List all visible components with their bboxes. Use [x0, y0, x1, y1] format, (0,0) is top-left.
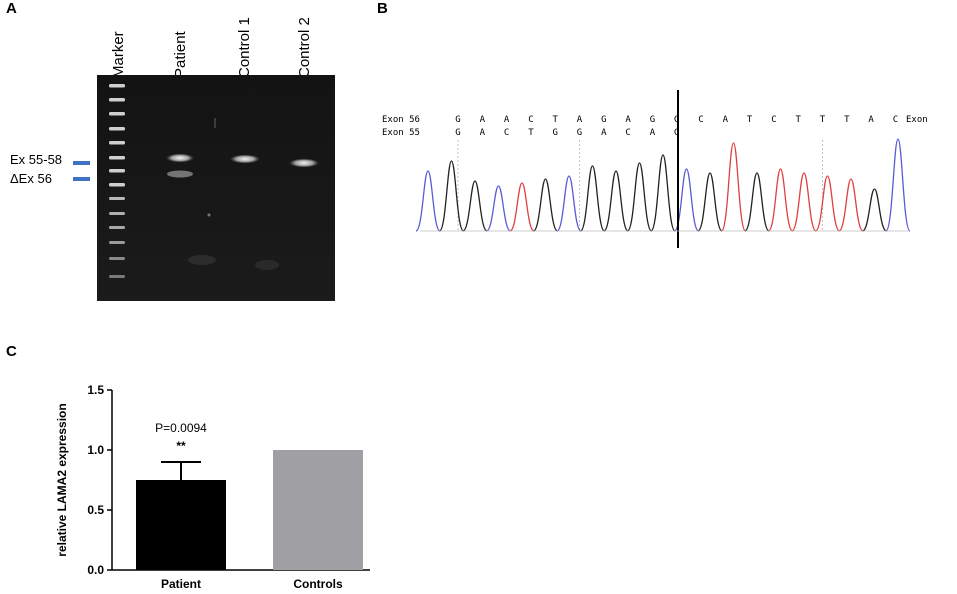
base-row1: C	[893, 115, 898, 125]
trace-peak-T	[838, 178, 864, 232]
base-row2: A	[650, 128, 656, 138]
base-row1: T	[747, 115, 753, 125]
lane-label-control-2: Control 2	[296, 17, 313, 78]
control-1-band	[230, 154, 260, 164]
base-row2: C	[504, 128, 509, 138]
trace-peak-T	[720, 142, 747, 232]
base-row1: G	[601, 115, 606, 125]
expression-bar-chart: relative LAMA2 expression 0.0 0.5 1.0 1.5 P…	[55, 383, 370, 591]
base-row2: G	[552, 128, 557, 138]
base-row1: A	[723, 115, 729, 125]
base-row1: T	[820, 115, 826, 125]
trace-peak-T	[791, 172, 817, 232]
trace-peak-C	[673, 168, 700, 232]
base-row2: A	[601, 128, 607, 138]
significance-stars: **	[176, 439, 186, 453]
trace-peak-G	[532, 178, 559, 232]
base-row2: T	[528, 128, 534, 138]
marker-ladder	[109, 84, 125, 278]
base-row1: C	[528, 115, 533, 125]
bar-controls	[273, 450, 363, 570]
panel-c-letter: C	[6, 343, 17, 360]
y-tick-label: 0.5	[87, 503, 104, 517]
trace-peak-G	[861, 188, 888, 232]
base-row1: A	[625, 115, 631, 125]
lane-label-control-1: Control 1	[236, 17, 253, 78]
exon-56-label: Exon 56	[382, 115, 420, 125]
trace-peak-G	[462, 180, 488, 232]
base-row1: G	[455, 115, 460, 125]
base-row1: A	[868, 115, 874, 125]
base-row1: A	[504, 115, 510, 125]
bar-patient	[136, 480, 226, 570]
panel-b-letter: B	[377, 0, 388, 17]
p-value-annotation: P=0.0094	[155, 421, 207, 435]
base-row1: A	[480, 115, 486, 125]
band-label-delta-ex56: ΔEx 56	[10, 171, 52, 186]
base-row1: T	[844, 115, 850, 125]
y-axis-label: relative LAMA2 expression	[55, 403, 69, 556]
trace-peak-G	[626, 162, 653, 232]
sanger-chromatogram: Exon 56 Exon 57 Exon 55 GAACTAGAGGCATCTT…	[382, 90, 928, 248]
lane-label-marker: Marker	[110, 31, 127, 78]
y-tick-label: 1.0	[87, 443, 104, 457]
trace-peak-C	[485, 185, 512, 232]
exon-55-label: Exon 55	[382, 128, 420, 138]
y-tick-label: 1.5	[87, 383, 104, 397]
exon-57-label: Exon 57	[906, 115, 928, 125]
base-row2: A	[480, 128, 486, 138]
trace-peak-G	[579, 165, 606, 232]
trace-peak-C	[415, 170, 441, 232]
base-row1: A	[577, 115, 583, 125]
base-row1: G	[650, 115, 655, 125]
base-row2: G	[674, 128, 679, 138]
agarose-gel-image	[97, 75, 335, 301]
trace-peak-C	[885, 138, 911, 232]
trace-peak-C	[556, 175, 582, 232]
base-row1: C	[698, 115, 703, 125]
trace-peak-G	[744, 172, 770, 232]
trace-peak-G	[603, 170, 629, 232]
base-row2: G	[577, 128, 582, 138]
band-marker-delta-ex56	[73, 177, 90, 181]
y-tick-label: 0.0	[87, 563, 104, 577]
patient-band-delta	[167, 170, 193, 178]
trace-peak-G	[697, 172, 723, 232]
trace-peak-T	[767, 168, 794, 232]
base-row1: G	[674, 115, 679, 125]
base-row1: C	[771, 115, 776, 125]
patient-band-full	[166, 153, 194, 163]
base-row1: T	[552, 115, 558, 125]
base-row2: C	[625, 128, 630, 138]
control-2-band	[289, 158, 319, 168]
panel-a-letter: A	[6, 0, 17, 17]
base-row1: T	[795, 115, 801, 125]
trace-peak-T	[509, 182, 535, 232]
x-category-label: Patient	[161, 577, 201, 591]
trace-peak-G	[650, 154, 676, 232]
band-label-ex55-58: Ex 55-58	[10, 152, 63, 167]
base-row2: G	[455, 128, 460, 138]
x-category-label: Controls	[293, 577, 343, 591]
trace-peak-G	[438, 160, 465, 232]
trace-peak-T	[814, 175, 841, 232]
band-marker-ex55-58	[73, 161, 90, 165]
lane-label-patient: Patient	[172, 31, 189, 78]
